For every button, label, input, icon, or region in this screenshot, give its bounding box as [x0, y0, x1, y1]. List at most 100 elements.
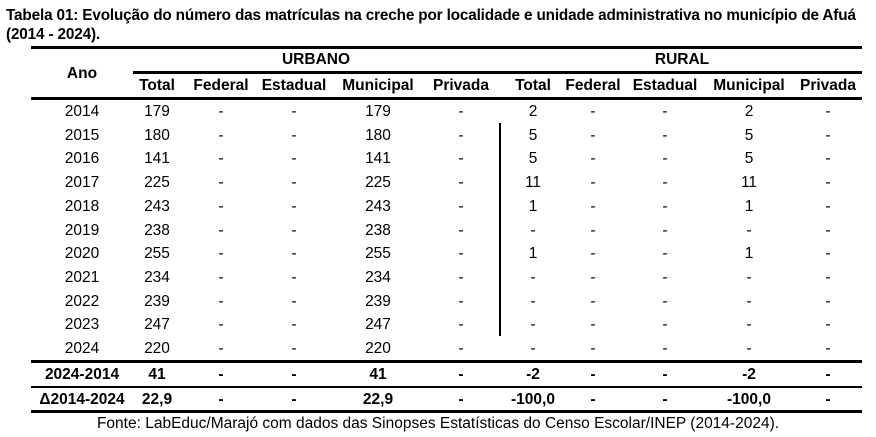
value-cell: -: [291, 197, 297, 215]
value-cell: 225: [365, 174, 391, 192]
value-cell: -: [458, 221, 464, 239]
value-cell: 220: [144, 340, 170, 357]
vertical-divider: [499, 123, 501, 336]
value-cell: -: [746, 316, 752, 334]
col-header-rural-total: Total: [515, 77, 551, 94]
value-cell: -: [825, 174, 831, 192]
value-cell: -: [218, 340, 224, 357]
value-cell: -: [530, 268, 536, 286]
summary-value: -100,0: [727, 390, 771, 408]
summary-value: 41: [369, 366, 387, 383]
col-header-urbano-federal: Federal: [193, 77, 249, 94]
value-cell: -: [291, 103, 297, 120]
summary-label: Δ2014-2024: [39, 390, 125, 408]
header-ano: Ano: [66, 65, 98, 82]
summary-value: 41: [148, 366, 166, 383]
group-rural: RURAL: [654, 51, 710, 68]
value-cell: 5: [744, 150, 754, 168]
value-cell: 141: [144, 150, 170, 168]
value-cell: -: [590, 268, 596, 286]
value-cell: 225: [144, 174, 170, 192]
summary-value: -: [218, 366, 224, 383]
summary-label: 2024-2014: [44, 366, 120, 383]
value-cell: -: [825, 268, 831, 286]
value-cell: -: [291, 268, 297, 286]
value-cell: -: [662, 292, 668, 310]
value-cell: 234: [144, 268, 170, 286]
value-cell: -: [590, 103, 596, 120]
col-header-rural-privada: Privada: [799, 77, 857, 94]
value-cell: 238: [365, 221, 391, 239]
value-cell: -: [662, 221, 668, 239]
value-cell: -: [662, 126, 668, 144]
value-cell: 180: [144, 126, 170, 144]
year-cell: 2021: [64, 268, 100, 286]
year-cell: 2018: [64, 197, 100, 215]
value-cell: 239: [144, 292, 170, 310]
value-cell: 2: [744, 103, 754, 120]
value-cell: -: [218, 174, 224, 192]
value-cell: -: [746, 340, 752, 357]
value-cell: -: [590, 221, 596, 239]
table-title: Tabela 01: Evolução do número das matríc…: [6, 7, 856, 43]
value-cell: -: [825, 126, 831, 144]
value-cell: -: [458, 126, 464, 144]
value-cell: -: [218, 245, 224, 263]
summary-value: -: [825, 390, 831, 408]
summary-value: 22,9: [141, 390, 173, 408]
col-header-rural-municipal: Municipal: [713, 77, 785, 94]
value-cell: -: [458, 150, 464, 168]
body-end-rule: [31, 360, 862, 363]
value-cell: -: [218, 150, 224, 168]
summary-divider-rule: [31, 386, 862, 388]
value-cell: 179: [144, 103, 170, 120]
value-cell: 1: [744, 197, 754, 215]
summary-value: -: [590, 390, 596, 408]
value-cell: 220: [365, 340, 391, 357]
value-cell: -: [218, 126, 224, 144]
value-cell: -: [590, 150, 596, 168]
year-cell: 2020: [64, 245, 100, 263]
value-cell: 5: [528, 150, 538, 168]
value-cell: -: [218, 221, 224, 239]
col-header-rural-estadual: Estadual: [632, 77, 698, 94]
source-footer: Fonte: LabEduc/Marajó com dados das Sino…: [96, 415, 780, 432]
group-rule: [133, 71, 862, 74]
value-cell: -: [291, 174, 297, 192]
value-cell: -: [291, 340, 297, 357]
value-cell: 1: [528, 245, 538, 263]
summary-value: -100,0: [511, 390, 555, 408]
col-header-rural-federal: Federal: [565, 77, 621, 94]
value-cell: -: [825, 245, 831, 263]
value-cell: -: [291, 221, 297, 239]
value-cell: -: [825, 197, 831, 215]
value-cell: -: [590, 126, 596, 144]
header-rule: [31, 97, 862, 100]
col-header-urbano-privada: Privada: [432, 77, 490, 94]
summary-value: -: [458, 390, 464, 408]
summary-value: -: [662, 390, 668, 408]
value-cell: -: [662, 197, 668, 215]
value-cell: -: [662, 268, 668, 286]
summary-value: -: [825, 366, 831, 383]
summary-value: -: [291, 390, 297, 408]
year-cell: 2015: [64, 126, 100, 144]
value-cell: -: [825, 316, 831, 334]
year-cell: 2014: [64, 103, 100, 120]
value-cell: 5: [528, 126, 538, 144]
summary-value: -: [458, 366, 464, 383]
value-cell: -: [590, 292, 596, 310]
summary-value: -2: [742, 366, 756, 383]
value-cell: -: [662, 245, 668, 263]
group-urbano: URBANO: [281, 51, 351, 68]
value-cell: -: [662, 316, 668, 334]
value-cell: 255: [365, 245, 391, 263]
value-cell: 238: [144, 221, 170, 239]
year-cell: 2016: [64, 150, 100, 168]
value-cell: 180: [365, 126, 391, 144]
value-cell: -: [530, 340, 536, 357]
value-cell: 141: [365, 150, 391, 168]
value-cell: -: [458, 292, 464, 310]
value-cell: 2: [528, 103, 538, 120]
bottom-rule: [31, 410, 862, 413]
